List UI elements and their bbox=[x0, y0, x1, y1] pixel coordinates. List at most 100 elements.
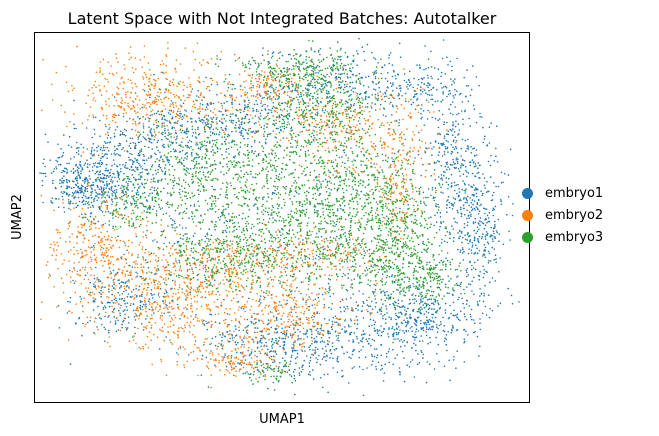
scatter-point-embryo1 bbox=[475, 149, 478, 151]
scatter-point-embryo1 bbox=[45, 175, 47, 178]
scatter-point-embryo1 bbox=[260, 302, 262, 304]
scatter-point-embryo1 bbox=[374, 306, 377, 308]
scatter-point-embryo1 bbox=[451, 324, 454, 327]
scatter-point-embryo1 bbox=[428, 304, 431, 307]
scatter-point-embryo1 bbox=[473, 184, 475, 186]
scatter-point-embryo1 bbox=[406, 364, 409, 367]
scatter-point-embryo2 bbox=[103, 270, 105, 273]
scatter-point-embryo1 bbox=[178, 151, 181, 153]
scatter-point-embryo2 bbox=[153, 287, 156, 289]
scatter-point-embryo1 bbox=[81, 190, 83, 193]
scatter-point-embryo1 bbox=[129, 142, 132, 145]
scatter-point-embryo1 bbox=[324, 82, 327, 85]
scatter-point-embryo1 bbox=[471, 209, 473, 212]
scatter-point-embryo1 bbox=[477, 162, 480, 164]
scatter-point-embryo1 bbox=[333, 349, 336, 351]
scatter-point-embryo1 bbox=[433, 303, 435, 306]
scatter-point-embryo1 bbox=[469, 211, 471, 213]
scatter-point-embryo2 bbox=[134, 120, 137, 123]
scatter-point-embryo1 bbox=[423, 83, 425, 85]
scatter-point-embryo1 bbox=[113, 96, 116, 98]
scatter-point-embryo1 bbox=[429, 328, 432, 331]
scatter-point-embryo1 bbox=[308, 362, 311, 364]
scatter-point-embryo1 bbox=[431, 104, 434, 106]
scatter-point-embryo1 bbox=[101, 162, 104, 165]
scatter-point-embryo1 bbox=[509, 148, 512, 151]
scatter-point-embryo1 bbox=[132, 309, 135, 312]
scatter-point-embryo1 bbox=[281, 54, 284, 57]
scatter-point-embryo1 bbox=[422, 329, 425, 332]
scatter-point-embryo1 bbox=[494, 280, 497, 282]
scatter-point-embryo2 bbox=[115, 114, 117, 117]
scatter-point-embryo1 bbox=[150, 142, 153, 144]
scatter-point-embryo1 bbox=[229, 337, 231, 340]
scatter-point-embryo1 bbox=[470, 206, 473, 208]
scatter-point-embryo2 bbox=[192, 262, 195, 265]
scatter-point-embryo1 bbox=[363, 250, 366, 252]
scatter-point-embryo1 bbox=[325, 191, 328, 193]
scatter-point-embryo1 bbox=[456, 221, 458, 224]
scatter-point-embryo1 bbox=[129, 304, 132, 307]
scatter-point-embryo2 bbox=[69, 220, 72, 223]
scatter-point-embryo1 bbox=[325, 90, 328, 92]
scatter-point-embryo1 bbox=[237, 341, 239, 344]
scatter-point-embryo1 bbox=[462, 118, 464, 121]
scatter-point-embryo1 bbox=[139, 301, 142, 304]
scatter-point-embryo2 bbox=[206, 337, 208, 340]
scatter-point-embryo2 bbox=[56, 249, 58, 251]
scatter-point-embryo2 bbox=[134, 57, 137, 59]
scatter-point-embryo1 bbox=[415, 320, 417, 323]
scatter-point-embryo1 bbox=[52, 179, 54, 182]
scatter-point-embryo1 bbox=[161, 170, 164, 173]
scatter-point-embryo1 bbox=[438, 160, 441, 163]
scatter-point-embryo1 bbox=[250, 320, 252, 323]
scatter-point-embryo2 bbox=[130, 108, 132, 110]
scatter-point-embryo2 bbox=[128, 281, 130, 283]
scatter-point-embryo1 bbox=[224, 335, 226, 338]
scatter-point-embryo1 bbox=[406, 227, 409, 229]
scatter-point-embryo1 bbox=[456, 328, 459, 331]
scatter-point-embryo1 bbox=[228, 213, 230, 215]
scatter-point-embryo2 bbox=[190, 315, 192, 317]
scatter-point-embryo1 bbox=[292, 347, 295, 350]
scatter-point-embryo2 bbox=[191, 267, 193, 269]
scatter-point-embryo2 bbox=[203, 341, 206, 344]
scatter-point-embryo2 bbox=[115, 240, 118, 242]
scatter-point-embryo1 bbox=[101, 211, 104, 213]
scatter-point-embryo1 bbox=[108, 128, 110, 130]
scatter-point-embryo2 bbox=[91, 87, 94, 89]
scatter-point-embryo2 bbox=[240, 109, 242, 111]
scatter-point-embryo1 bbox=[129, 152, 131, 155]
scatter-point-embryo1 bbox=[360, 164, 363, 166]
scatter-point-embryo1 bbox=[323, 341, 326, 344]
scatter-point-embryo2 bbox=[191, 105, 194, 108]
scatter-point-embryo1 bbox=[484, 208, 486, 210]
scatter-point-embryo2 bbox=[107, 249, 110, 251]
scatter-point-embryo1 bbox=[488, 126, 491, 128]
scatter-point-embryo2 bbox=[137, 309, 140, 312]
scatter-point-embryo2 bbox=[189, 290, 192, 293]
scatter-point-embryo1 bbox=[138, 141, 140, 144]
scatter-point-embryo1 bbox=[468, 234, 471, 237]
scatter-point-embryo1 bbox=[430, 320, 432, 322]
scatter-point-embryo1 bbox=[70, 146, 73, 148]
scatter-point-embryo2 bbox=[107, 341, 109, 344]
scatter-point-embryo2 bbox=[121, 76, 123, 78]
scatter-point-embryo1 bbox=[502, 243, 505, 245]
scatter-point-embryo2 bbox=[165, 89, 168, 92]
scatter-point-embryo1 bbox=[485, 314, 488, 316]
scatter-point-embryo1 bbox=[438, 294, 441, 297]
scatter-point-embryo2 bbox=[134, 263, 137, 265]
scatter-point-embryo1 bbox=[311, 333, 313, 336]
scatter-point-embryo1 bbox=[493, 191, 495, 194]
scatter-point-embryo1 bbox=[499, 302, 502, 305]
scatter-point-embryo2 bbox=[208, 85, 210, 88]
scatter-point-embryo1 bbox=[78, 317, 80, 320]
scatter-point-embryo1 bbox=[268, 351, 271, 353]
scatter-point-embryo1 bbox=[391, 280, 394, 283]
scatter-point-embryo1 bbox=[278, 52, 280, 54]
scatter-point-embryo1 bbox=[255, 71, 258, 73]
scatter-point-embryo1 bbox=[405, 310, 408, 313]
scatter-point-embryo2 bbox=[168, 120, 171, 122]
scatter-point-embryo1 bbox=[373, 330, 376, 332]
